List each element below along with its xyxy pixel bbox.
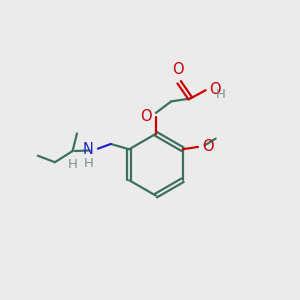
Text: H: H (68, 158, 77, 171)
Text: H: H (216, 88, 226, 100)
Text: H: H (83, 157, 93, 170)
Text: O: O (140, 109, 152, 124)
Text: O: O (172, 62, 184, 77)
Text: O: O (209, 82, 221, 97)
Text: N: N (82, 142, 93, 158)
Text: O: O (202, 139, 213, 154)
